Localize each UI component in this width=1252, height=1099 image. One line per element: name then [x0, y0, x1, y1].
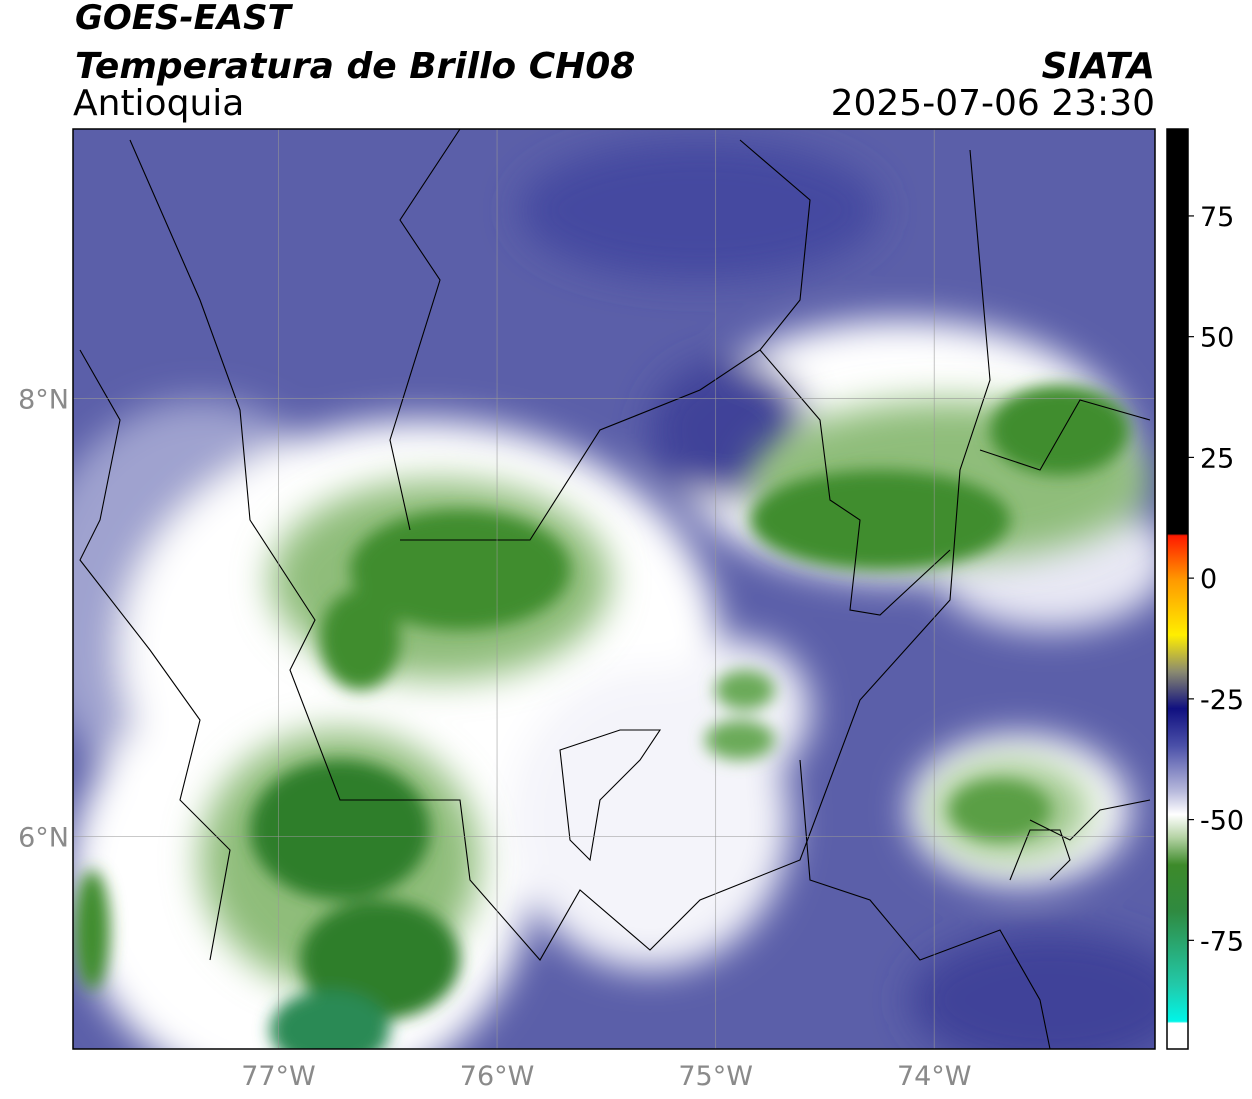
- lon-tick-label: 74°W: [897, 1061, 972, 1092]
- lat-tick-label: 6°N: [18, 823, 69, 854]
- lon-tick-label: 77°W: [241, 1061, 316, 1092]
- colorbar-tick-label: -25: [1200, 685, 1244, 716]
- colorbar-tick-label: 75: [1200, 202, 1234, 233]
- colorbar-tick-label: 50: [1200, 323, 1234, 354]
- source: SIATA: [1042, 46, 1155, 87]
- colorbar-tick-label: -50: [1200, 806, 1244, 837]
- datetime: 2025-07-06 23:30: [831, 83, 1155, 124]
- region: Antioquia: [73, 83, 244, 124]
- satellite-image: [73, 129, 1155, 1049]
- lon-tick-label: 76°W: [460, 1061, 535, 1092]
- title: GOES-EAST: [75, 0, 294, 38]
- lon-tick-label: 75°W: [678, 1061, 753, 1092]
- lat-tick-label: 8°N: [18, 384, 69, 415]
- colorbar-tick-label: -75: [1200, 926, 1244, 957]
- colorbar-tick-label: 25: [1200, 443, 1234, 474]
- colorbar: [1166, 128, 1189, 1050]
- graticule: [73, 129, 1155, 1049]
- subtitle: Temperatura de Brillo CH08: [75, 46, 635, 87]
- colorbar-tick-label: 0: [1200, 564, 1217, 595]
- map-frame: [72, 128, 1156, 1050]
